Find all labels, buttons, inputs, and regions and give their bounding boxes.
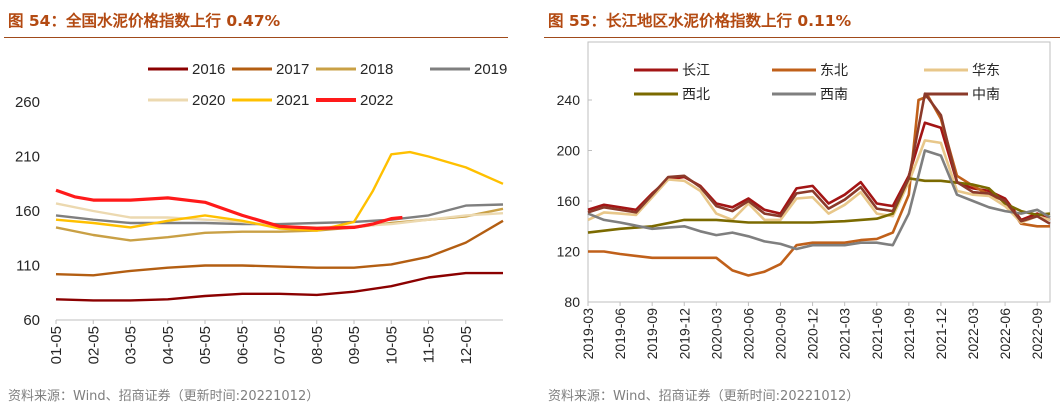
x-tick-label: 2021-06: [869, 308, 885, 360]
legend-label: 2018: [360, 61, 393, 78]
y-tick-label: 260: [15, 94, 40, 111]
x-tick-label: 2021-12: [933, 308, 949, 360]
y-tick-label: 80: [564, 294, 580, 310]
x-tick-label: 2019-06: [612, 308, 628, 360]
series-line-2019: [55, 203, 504, 226]
series-line-2021: [55, 150, 504, 232]
legend-label: 2016: [192, 61, 225, 78]
x-tick-label: 10-05: [383, 326, 400, 364]
figure-54-source: 资料来源：Wind、招商证券（更新时间:20221012）: [8, 389, 320, 404]
y-tick-label: 240: [557, 92, 581, 108]
left-figure-panel: 图 54：全国水泥价格指数上行 0.47% 60 110 160 210 260 01-0…: [0, 0, 512, 407]
x-tick-label: 2019-12: [676, 308, 692, 360]
x-tick-label: 06-05: [234, 326, 251, 364]
y-tick-label: 120: [557, 244, 581, 260]
series-line-2016: [55, 271, 503, 302]
yangtze-cement-index-chart: 80 120 160 200 240 2019-03 2019-06 2019-09 2019-…: [557, 41, 1051, 360]
legend-label: 长江: [682, 63, 710, 79]
legend-label: 2021: [276, 92, 309, 109]
x-tick-label: 2020-03: [708, 308, 724, 360]
x-tick-label: 2022-09: [1029, 308, 1045, 360]
plot-frame: [587, 41, 1051, 303]
x-tick-label: 01-05: [48, 326, 65, 364]
legend-label: 华东: [972, 63, 1000, 79]
legend-label: 东北: [820, 63, 848, 79]
y-tick-label: 110: [16, 258, 40, 275]
legend-label: 2017: [276, 61, 309, 78]
figure-55-source: 资料来源：Wind、招商证券（更新时间:20221012）: [548, 389, 860, 404]
x-tick-label: 2020-09: [773, 308, 789, 360]
x-tick-label: 2021-03: [837, 308, 853, 360]
x-tick-label: 2020-12: [805, 308, 821, 360]
legend-label: 2019: [474, 61, 507, 78]
legend-label: 2022: [360, 92, 393, 109]
right-figure-panel: 图 55：长江地区水泥价格指数上行 0.11% 80 120 160 200 240 20…: [540, 0, 1064, 407]
x-tick-label: 02-05: [85, 326, 102, 364]
x-tick-label: 05-05: [197, 326, 214, 364]
x-tick-label: 2019-09: [644, 308, 660, 360]
y-tick-label: 160: [557, 193, 581, 209]
legend-label: 中南: [972, 87, 1000, 103]
figure-54-title: 图 54：全国水泥价格指数上行 0.47%: [8, 12, 281, 30]
title-rule: [544, 37, 1060, 38]
series-line-2017: [55, 219, 504, 277]
series-line-2022: [55, 188, 403, 230]
x-tick-label: 07-05: [272, 326, 289, 364]
y-tick-label: 200: [557, 143, 581, 159]
x-tick-label: 08-05: [309, 326, 326, 364]
x-tick-label: 2022-03: [965, 308, 981, 360]
legend-label: 2020: [192, 92, 225, 109]
series-line-西南: [587, 149, 1051, 251]
y-tick-label: 160: [15, 203, 40, 220]
national-cement-index-chart: 60 110 160 210 260 01-05 02-05 03-05 04-05 05-05 0…: [15, 61, 507, 364]
x-tick-label: 2021-09: [901, 308, 917, 360]
x-tick-label: 03-05: [123, 326, 140, 364]
x-tick-label: 09-05: [346, 326, 363, 364]
series-line-华东: [587, 139, 1051, 224]
legend-label: 西南: [820, 87, 848, 103]
x-tick-label: 2022-06: [997, 308, 1013, 360]
y-tick-label: 60: [23, 312, 40, 329]
x-tick-label: 2020-06: [740, 308, 756, 360]
figure-55-title: 图 55：长江地区水泥价格指数上行 0.11%: [548, 12, 852, 30]
title-rule: [4, 37, 508, 38]
series-line-中南: [587, 92, 1051, 225]
x-tick-label: 2019-03: [580, 308, 596, 360]
x-tick-label: 12-05: [458, 326, 475, 364]
x-tick-label: 11-05: [421, 326, 438, 363]
legend-label: 西北: [682, 87, 710, 103]
y-tick-label: 210: [15, 149, 40, 166]
x-tick-label: 04-05: [160, 326, 177, 364]
